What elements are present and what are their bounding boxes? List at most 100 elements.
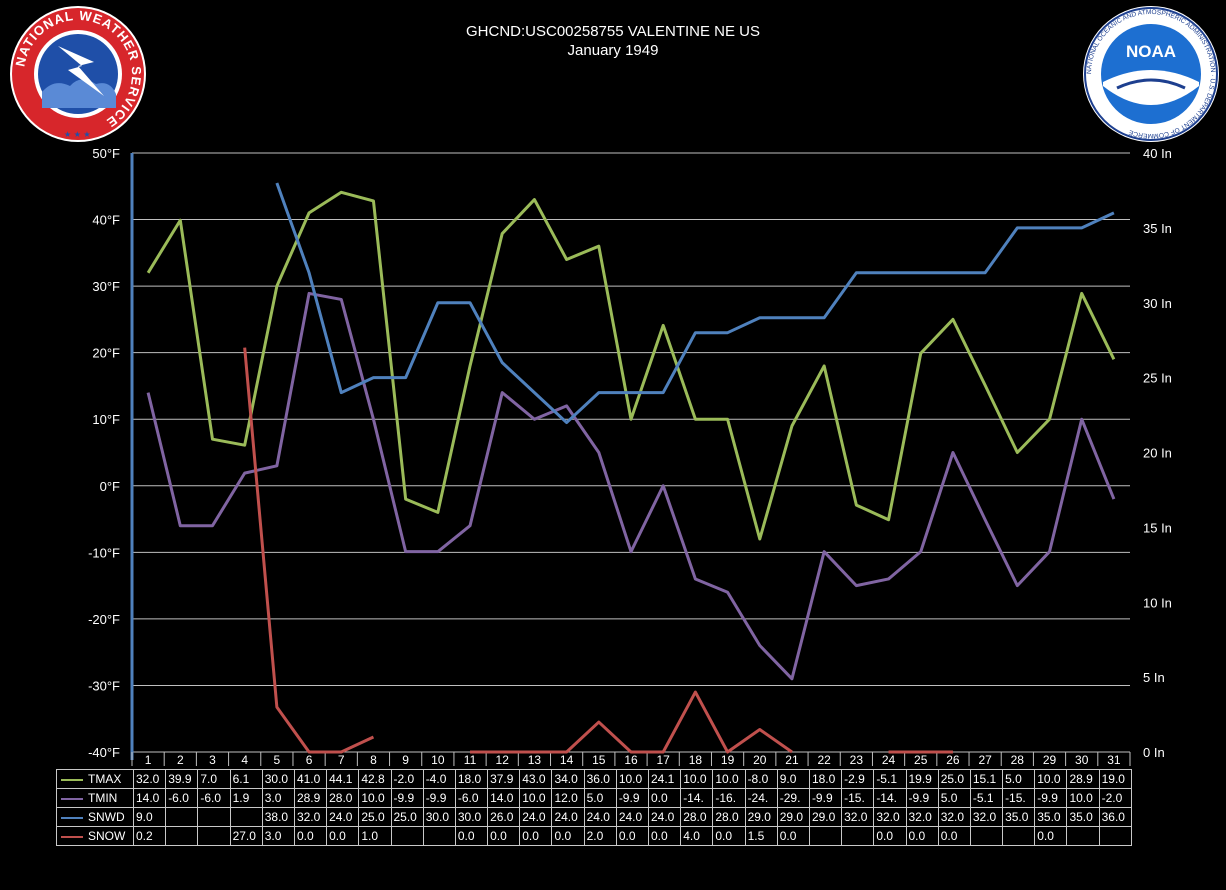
table-cell: 10.0 xyxy=(712,769,746,789)
table-cell: 24.0 xyxy=(647,807,682,827)
legend-label: SNOW xyxy=(88,829,126,843)
table-cell: 28.0 xyxy=(326,788,360,808)
table-cell: 30.0 xyxy=(422,807,456,827)
table-cell: 10.0 xyxy=(519,788,553,808)
series-line-snow xyxy=(243,347,375,754)
table-cell: 10.0 xyxy=(1034,769,1068,789)
table-cell: 10.0 xyxy=(615,769,650,789)
table-cell: 35.0 xyxy=(1034,807,1068,827)
table-cell: 29.0 xyxy=(776,807,810,827)
svg-text:★ ★ ★: ★ ★ ★ xyxy=(64,130,91,139)
y-right-tick-label: 10 In xyxy=(1143,595,1172,610)
table-cell: 24.1 xyxy=(647,769,682,789)
table-cell xyxy=(1066,826,1100,846)
x-tick-label: 21 xyxy=(785,753,799,767)
series-line-tmin xyxy=(146,291,1116,681)
table-cell: -4.0 xyxy=(422,769,456,789)
table-row-header: SNWD xyxy=(56,807,134,827)
y-left-tick-label: 30°F xyxy=(92,279,120,294)
table-cell: 28.0 xyxy=(712,807,746,827)
table-cell: 0.0 xyxy=(712,826,746,846)
table-cell: 0.0 xyxy=(873,826,907,846)
table-cell xyxy=(165,826,199,846)
table-cell: 7.0 xyxy=(197,769,231,789)
y-right-tick-label: 0 In xyxy=(1143,745,1165,760)
table-cell: 1.0 xyxy=(358,826,392,846)
table-cell: 39.9 xyxy=(165,769,199,789)
table-cell xyxy=(197,807,231,827)
table-cell: 27.0 xyxy=(229,826,263,846)
table-cell: 41.0 xyxy=(293,769,328,789)
table-cell: -5.1 xyxy=(873,769,907,789)
table-cell: 32.0 xyxy=(841,807,875,827)
table-cell: 25.0 xyxy=(358,807,392,827)
table-cell: -16. xyxy=(712,788,746,808)
table-cell: 36.0 xyxy=(583,769,617,789)
series-line-snow xyxy=(470,690,793,754)
legend-swatch xyxy=(61,778,83,781)
x-tick-label: 29 xyxy=(1042,753,1057,767)
x-tick-label: 12 xyxy=(495,753,509,767)
table-cell: 14.0 xyxy=(487,788,521,808)
table-cell: 24.0 xyxy=(519,807,553,827)
y-right-tick-label: 30 In xyxy=(1143,296,1172,311)
x-tick-label: 2 xyxy=(176,753,184,767)
table-row-header: SNOW xyxy=(56,826,134,846)
y-right-tick-label: 15 In xyxy=(1143,520,1172,535)
table-cell: 1.5 xyxy=(744,826,778,846)
y-left-tick-label: -30°F xyxy=(88,678,120,693)
table-cell: 0.0 xyxy=(615,826,650,846)
x-tick-label: 18 xyxy=(688,753,703,767)
table-cell: 19.9 xyxy=(905,769,939,789)
y-right-tick-label: 5 In xyxy=(1143,670,1165,685)
table-cell: 6.1 xyxy=(229,769,263,789)
chart-title-line2: January 1949 xyxy=(567,42,659,59)
x-tick-label: 16 xyxy=(624,753,638,767)
chart-title-line1: GHCND:USC00258755 VALENTINE NE US xyxy=(466,23,760,40)
table-cell: 0.0 xyxy=(519,826,553,846)
x-tick-label: 30 xyxy=(1075,753,1089,767)
table-cell: 35.0 xyxy=(1066,807,1100,827)
table-cell: 0.0 xyxy=(1034,826,1068,846)
table-cell: 0.0 xyxy=(647,788,682,808)
x-tick-label: 13 xyxy=(527,753,542,767)
y-left-tick-label: -40°F xyxy=(88,745,120,760)
table-cell: 9.0 xyxy=(776,769,810,789)
x-tick-label: 11 xyxy=(463,753,477,767)
noaa-logo-text: NOAA xyxy=(1126,42,1176,61)
x-tick-label: 22 xyxy=(817,753,831,767)
table-cell: 0.0 xyxy=(326,826,360,846)
table-cell: 5.0 xyxy=(1002,769,1036,789)
table-cell: -29. xyxy=(776,788,810,808)
x-tick-label: 24 xyxy=(881,753,896,767)
y-left-tick-label: 20°F xyxy=(92,346,120,361)
table-cell xyxy=(1098,826,1132,846)
table-cell: -6.0 xyxy=(197,788,231,808)
table-cell xyxy=(197,826,231,846)
table-cell: 0.0 xyxy=(647,826,682,846)
table-row-snwd: SNWD 9.0 38.0 32.0 24.0 25.0 25.0 30.0 30.0 26.0 2… xyxy=(56,807,1132,827)
table-cell xyxy=(1002,826,1036,846)
x-tick-label: 26 xyxy=(946,753,960,767)
table-cell: 32.0 xyxy=(132,769,167,789)
table-cell: 32.0 xyxy=(937,807,971,827)
table-cell xyxy=(165,807,199,827)
x-tick-label: 5 xyxy=(273,753,281,767)
table-cell: 12.0 xyxy=(551,788,585,808)
table-cell: 18.0 xyxy=(808,769,843,789)
table-cell: 24.0 xyxy=(326,807,360,827)
table-cell: 29.0 xyxy=(808,807,843,827)
table-cell: 44.1 xyxy=(326,769,360,789)
y-right-tick-label: 25 In xyxy=(1143,371,1172,386)
table-cell: 38.0 xyxy=(261,807,295,827)
y-left-tick-label: -20°F xyxy=(88,612,120,627)
y-right-tick-label: 35 In xyxy=(1143,221,1172,236)
table-cell xyxy=(808,826,843,846)
table-cell: 9.0 xyxy=(132,807,167,827)
table-cell xyxy=(841,826,875,846)
table-cell: 5.0 xyxy=(583,788,617,808)
table-cell: -14. xyxy=(680,788,714,808)
table-cell: 0.2 xyxy=(132,826,167,846)
table-cell: 18.0 xyxy=(454,769,489,789)
